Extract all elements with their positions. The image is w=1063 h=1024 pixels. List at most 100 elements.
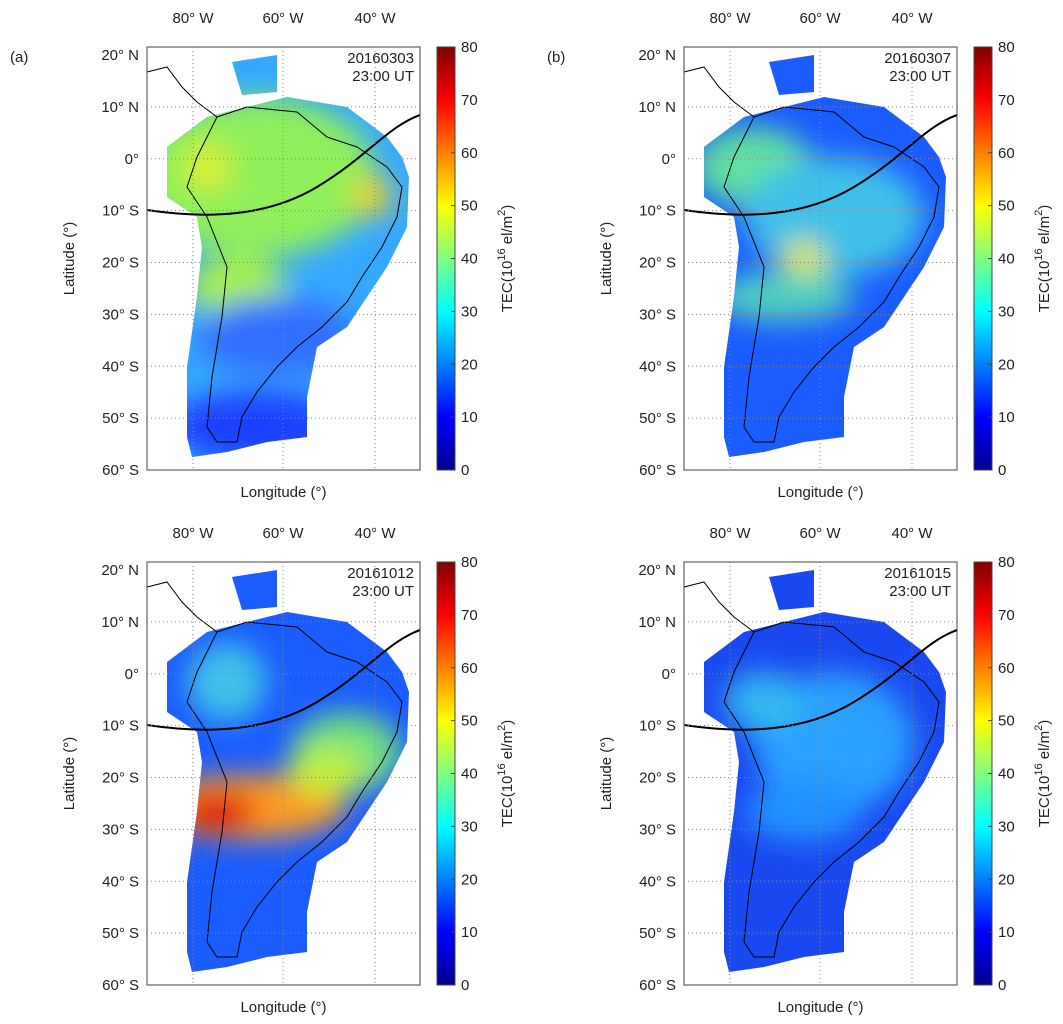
lat-tick-label: 40° S bbox=[102, 873, 139, 890]
x-axis-label: Longitude (°) bbox=[777, 484, 863, 501]
lon-tick-label: 40° W bbox=[891, 525, 933, 542]
colorbar-tick-label: 10 bbox=[461, 409, 478, 426]
lat-tick-label: 10° N bbox=[638, 614, 676, 631]
lon-tick-label: 40° W bbox=[891, 10, 933, 27]
lat-tick-label: 0° bbox=[125, 666, 139, 683]
lat-tick-label: 30° S bbox=[639, 306, 676, 323]
colorbar-tick-label: 0 bbox=[998, 462, 1006, 479]
colorbar-tick-label: 40 bbox=[461, 251, 478, 268]
coastline bbox=[723, 106, 940, 443]
colorbar-label-part: 16 bbox=[1033, 763, 1045, 775]
coastline bbox=[146, 581, 218, 633]
lat-tick-label: 40° S bbox=[102, 358, 139, 375]
date-label: 20160307 bbox=[884, 50, 951, 67]
colorbar-tick-label: 70 bbox=[998, 92, 1015, 109]
lat-tick-label: 10° N bbox=[101, 99, 139, 116]
colorbar-label: TEC(1016 el/m2) bbox=[1033, 205, 1053, 313]
tec-blob bbox=[167, 97, 377, 257]
colorbar-tick-label: 80 bbox=[998, 39, 1015, 56]
colorbar-label-part: 2 bbox=[496, 210, 508, 216]
lat-tick-label: 30° S bbox=[102, 306, 139, 323]
lat-tick-label: 60° S bbox=[102, 977, 139, 994]
date-label: 20161015 bbox=[884, 565, 951, 582]
colorbar-tick-label: 80 bbox=[998, 554, 1015, 571]
lat-tick-label: 20° N bbox=[638, 562, 676, 579]
colorbar-label-part: TEC(10 bbox=[499, 261, 516, 313]
lon-tick-label: 60° W bbox=[799, 10, 841, 27]
x-axis-label: Longitude (°) bbox=[777, 999, 863, 1016]
colorbar-label: TEC(1016 el/m2) bbox=[496, 205, 516, 313]
colorbar-label: TEC(1016 el/m2) bbox=[1033, 720, 1053, 828]
lon-tick-label: 80° W bbox=[172, 525, 214, 542]
time-label: 23:00 UT bbox=[889, 68, 951, 85]
tec-blob bbox=[744, 782, 864, 842]
colorbar-tick-label: 0 bbox=[461, 462, 469, 479]
tec-blob bbox=[187, 642, 267, 722]
colorbar-tick-label: 0 bbox=[998, 977, 1006, 994]
colorbar-tick-label: 50 bbox=[461, 713, 478, 730]
coastline bbox=[146, 66, 218, 118]
colorbar-tick-label: 60 bbox=[998, 660, 1015, 677]
lat-tick-label: 10° N bbox=[638, 99, 676, 116]
colorbar-label-part: el/m bbox=[1036, 731, 1053, 764]
colorbar-label-part: 16 bbox=[496, 248, 508, 260]
colorbar-tick-label: 30 bbox=[998, 818, 1015, 835]
date-label: 20160303 bbox=[347, 50, 414, 67]
time-label: 23:00 UT bbox=[352, 583, 414, 600]
panel-label: (b) bbox=[547, 49, 565, 66]
colorbar-label-part: ) bbox=[499, 720, 516, 725]
colorbar-label-part: 16 bbox=[1033, 248, 1045, 260]
colorbar-tick-label: 10 bbox=[998, 924, 1015, 941]
lat-tick-label: 0° bbox=[662, 666, 676, 683]
tec-blobs bbox=[704, 127, 924, 322]
colorbar-tick-label: 20 bbox=[461, 356, 478, 373]
lat-tick-label: 50° S bbox=[102, 925, 139, 942]
colorbar-tick-label: 30 bbox=[998, 303, 1015, 320]
dip-equator bbox=[683, 114, 958, 216]
lat-tick-label: 60° S bbox=[639, 462, 676, 479]
tec-blob bbox=[197, 297, 357, 377]
colorbar-tick-label: 20 bbox=[998, 871, 1015, 888]
colorbar-tick-label: 30 bbox=[461, 303, 478, 320]
colorbar-tick-label: 50 bbox=[998, 713, 1015, 730]
lat-tick-label: 20° S bbox=[639, 770, 676, 787]
colorbar-label-part: TEC(10 bbox=[499, 776, 516, 828]
lat-tick-label: 0° bbox=[125, 151, 139, 168]
lat-tick-label: 20° S bbox=[102, 770, 139, 787]
lat-tick-label: 60° S bbox=[639, 977, 676, 994]
lat-tick-label: 20° S bbox=[102, 255, 139, 272]
tec-blob bbox=[287, 747, 367, 797]
colorbar-label-part: ) bbox=[499, 205, 516, 210]
lon-tick-label: 60° W bbox=[262, 10, 304, 27]
colorbar-tick-label: 50 bbox=[461, 198, 478, 215]
lat-tick-label: 10° N bbox=[101, 614, 139, 631]
time-label: 23:00 UT bbox=[889, 583, 951, 600]
lat-tick-label: 10° S bbox=[639, 203, 676, 220]
colorbar-tick-label: 40 bbox=[998, 766, 1015, 783]
colorbar-tick-label: 80 bbox=[461, 554, 478, 571]
colorbar-tick-label: 20 bbox=[461, 871, 478, 888]
colorbar-label-part: TEC(10 bbox=[1036, 776, 1053, 828]
y-axis-label: Latitude (°) bbox=[598, 222, 615, 296]
tec-blob bbox=[744, 157, 924, 277]
colorbar-tick-label: 60 bbox=[461, 660, 478, 677]
colorbar-tick-label: 70 bbox=[461, 92, 478, 109]
tec-blob bbox=[167, 392, 347, 457]
colorbar-label-part: el/m bbox=[499, 731, 516, 764]
colorbar-label-part: el/m bbox=[1036, 216, 1053, 249]
colorbar-label-part: ) bbox=[1036, 205, 1053, 210]
colorbar-tick-label: 30 bbox=[461, 818, 478, 835]
colorbar-tick-label: 50 bbox=[998, 198, 1015, 215]
y-axis-label: Latitude (°) bbox=[598, 737, 615, 811]
colorbar-label-part: 16 bbox=[496, 763, 508, 775]
colorbar-label-part: TEC(10 bbox=[1036, 261, 1053, 313]
coastline bbox=[186, 106, 403, 443]
tec-blob bbox=[182, 142, 232, 192]
tec-blob bbox=[352, 177, 392, 217]
colorbar-label: TEC(1016 el/m2) bbox=[496, 720, 516, 828]
colorbar-label-part: 2 bbox=[496, 725, 508, 731]
coastline bbox=[186, 621, 403, 958]
colorbar-tick-label: 0 bbox=[461, 977, 469, 994]
lon-tick-label: 80° W bbox=[172, 10, 214, 27]
